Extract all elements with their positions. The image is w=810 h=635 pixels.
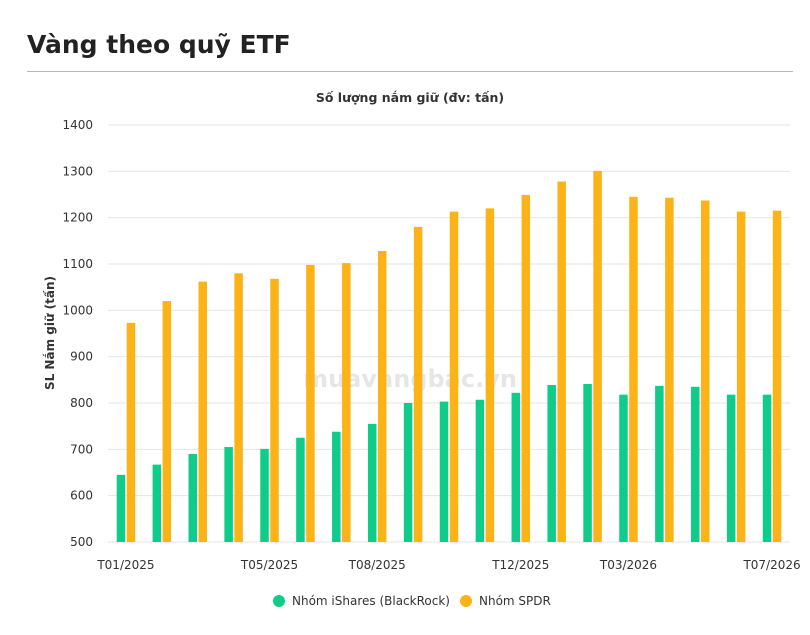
y-tick-label: 1300 [62,164,93,178]
bar-spdr-T06/2026[interactable] [736,211,746,543]
bar-ishares-T11/2025[interactable] [475,399,485,542]
bar-spdr-T10/2025[interactable] [449,211,459,543]
legend-label-ishares[interactable]: Nhóm iShares (BlackRock) [292,594,450,608]
bar-spdr-T03/2025[interactable] [198,281,207,542]
bar-spdr-T06/2025[interactable] [306,264,315,542]
gridlines [108,124,790,543]
bar-spdr-T02/2026[interactable] [593,170,602,542]
x-tick-label: T07/2026 [742,558,800,572]
bars [116,170,782,543]
chart-title: Số lượng nắm giữ (đv: tấn) [316,90,504,105]
watermark: muavangbac.vn [303,365,517,393]
bar-ishares-T02/2025[interactable] [152,464,162,542]
bar-spdr-T04/2025[interactable] [234,273,243,542]
bar-ishares-T03/2026[interactable] [619,394,628,542]
bar-spdr-T08/2025[interactable] [377,251,387,542]
y-tick-label: 1200 [62,211,93,225]
bar-ishares-T05/2026[interactable] [691,386,700,542]
x-tick-label: T08/2025 [348,558,406,572]
bar-ishares-T12/2025[interactable] [511,392,521,542]
page-title: Vàng theo quỹ ETF [27,30,291,59]
bar-ishares-T04/2025[interactable] [224,447,233,542]
y-tick-label: 500 [70,535,93,549]
legend-label-spdr[interactable]: Nhóm SPDR [479,594,551,608]
legend: Nhóm iShares (BlackRock) Nhóm SPDR [273,594,551,608]
bar-spdr-T09/2025[interactable] [413,226,423,542]
bar-ishares-T07/2026[interactable] [762,394,772,542]
bar-spdr-T01/2025[interactable] [126,322,136,542]
bar-spdr-T05/2025[interactable] [270,278,279,542]
legend-marker-spdr[interactable] [460,595,472,607]
x-axis-ticks: T01/2025 T05/2025 T08/2025 T12/2025 T03/2026… [96,558,800,572]
y-tick-label: 1400 [62,118,93,132]
bar-ishares-T05/2025[interactable] [260,448,269,542]
bar-ishares-T01/2026[interactable] [547,384,556,542]
bar-ishares-T06/2025[interactable] [296,437,305,542]
bar-spdr-T01/2026[interactable] [557,181,566,542]
bar-spdr-T07/2026[interactable] [772,210,782,542]
bar-spdr-T03/2026[interactable] [629,196,638,543]
y-tick-label: 800 [70,396,93,410]
bar-ishares-T04/2026[interactable] [655,385,664,542]
bar-spdr-T07/2025[interactable] [342,263,351,542]
bar-spdr-T11/2025[interactable] [485,208,495,542]
bar-ishares-T01/2025[interactable] [116,474,126,542]
legend-marker-ishares[interactable] [273,595,285,607]
y-tick-label: 700 [70,442,93,456]
title-divider [27,71,793,72]
bar-ishares-T08/2025[interactable] [367,423,377,542]
y-axis-ticks: 500 600 700 800 900 1000 1100 1200 1300 1400 [62,118,93,549]
y-tick-label: 1100 [62,257,93,271]
bar-ishares-T03/2025[interactable] [188,453,197,542]
bar-ishares-T06/2026[interactable] [726,394,736,542]
bar-ishares-T07/2025[interactable] [332,431,341,542]
y-tick-label: 900 [70,350,93,364]
x-tick-label: T01/2025 [96,558,154,572]
x-tick-label: T12/2025 [491,558,549,572]
bar-spdr-T05/2026[interactable] [701,200,710,543]
bar-spdr-T12/2025[interactable] [521,194,531,543]
bar-ishares-T02/2026[interactable] [583,384,592,542]
bar-spdr-T02/2025[interactable] [162,301,172,542]
y-tick-label: 1000 [62,303,93,317]
x-tick-label: T05/2025 [240,558,298,572]
y-tick-label: 600 [70,489,93,503]
y-axis-title: SL Nắm giữ (tấn) [43,276,57,390]
x-tick-label: T03/2026 [599,558,657,572]
bar-ishares-T09/2025[interactable] [403,403,413,542]
bar-ishares-T10/2025[interactable] [439,401,449,542]
bar-spdr-T04/2026[interactable] [665,197,674,542]
